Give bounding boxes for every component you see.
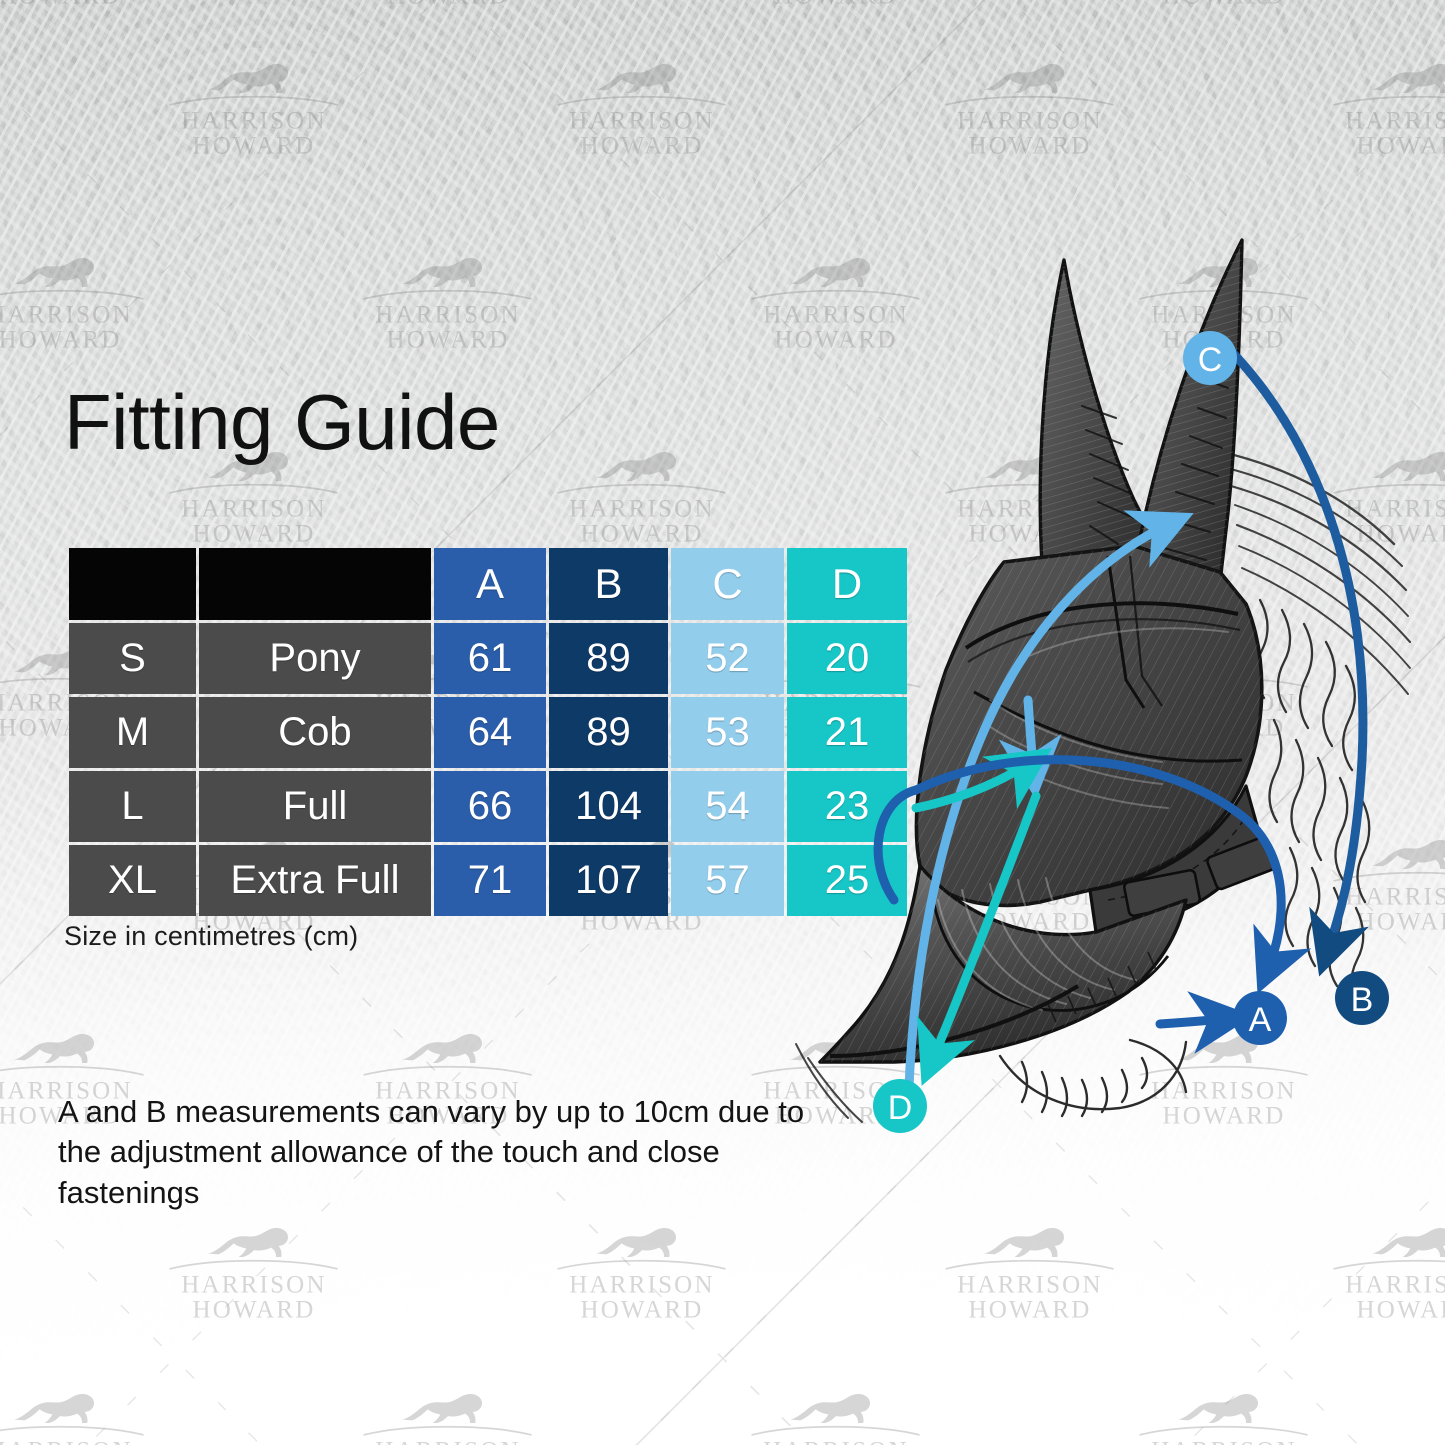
table-header-row: A B C D [69, 548, 907, 620]
row-col-c: 53 [671, 697, 784, 768]
header-blank-name [199, 548, 431, 620]
table-row: XL Extra Full 71 107 57 25 [69, 845, 907, 916]
row-col-b: 107 [549, 845, 668, 916]
marker-d: D [873, 1079, 927, 1133]
marker-d-label: D [888, 1089, 913, 1127]
row-col-d: 23 [787, 771, 907, 842]
header-col-c: C [671, 548, 784, 620]
fly-mask-body [914, 544, 1264, 908]
marker-c: C [1183, 331, 1237, 385]
table-row: S Pony 61 89 52 20 [69, 623, 907, 694]
row-col-a: 71 [434, 845, 546, 916]
horse-fly-mask-diagram: C B A D [790, 200, 1445, 1150]
table-row: M Cob 64 89 53 21 [69, 697, 907, 768]
row-name: Cob [199, 697, 431, 768]
row-size: S [69, 623, 196, 694]
header-col-d: D [787, 548, 907, 620]
measure-line-d [911, 748, 1052, 1086]
row-size: L [69, 771, 196, 842]
measure-line-a [873, 755, 1312, 1054]
marker-a-label: A [1249, 1001, 1272, 1039]
row-name: Extra Full [199, 845, 431, 916]
size-chart-table: A B C D S Pony 61 89 52 20 M Cob 64 89 53 21 L Full 66… [66, 545, 910, 919]
row-size: XL [69, 845, 196, 916]
marker-c-label: C [1198, 341, 1223, 379]
row-col-a: 64 [434, 697, 546, 768]
forelock-sketch [795, 1043, 863, 1123]
marker-b: B [1335, 971, 1389, 1025]
header-col-a: A [434, 548, 546, 620]
row-col-a: 61 [434, 623, 546, 694]
row-col-b: 104 [549, 771, 668, 842]
measure-line-b [1225, 345, 1369, 977]
row-name: Pony [199, 623, 431, 694]
table-row: L Full 66 104 54 23 [69, 771, 907, 842]
row-col-a: 66 [434, 771, 546, 842]
row-col-d: 21 [787, 697, 907, 768]
row-col-c: 52 [671, 623, 784, 694]
measure-line-c [903, 510, 1194, 1125]
ear-right [1132, 238, 1244, 602]
header-blank-size [69, 548, 196, 620]
row-col-b: 89 [549, 623, 668, 694]
marker-b-label: B [1351, 981, 1374, 1019]
row-col-c: 57 [671, 845, 784, 916]
row-col-b: 89 [549, 697, 668, 768]
row-name: Full [199, 771, 431, 842]
marker-a: A [1233, 991, 1287, 1045]
row-size: M [69, 697, 196, 768]
header-col-b: B [549, 548, 668, 620]
page-title: Fitting Guide [64, 378, 500, 466]
row-col-c: 54 [671, 771, 784, 842]
row-col-d: 20 [787, 623, 907, 694]
table-caption: Size in centimetres (cm) [64, 921, 359, 951]
muzzle-sketch [998, 1038, 1188, 1118]
measurement-note: A and B measurements can vary by up to 1… [58, 1094, 805, 1210]
